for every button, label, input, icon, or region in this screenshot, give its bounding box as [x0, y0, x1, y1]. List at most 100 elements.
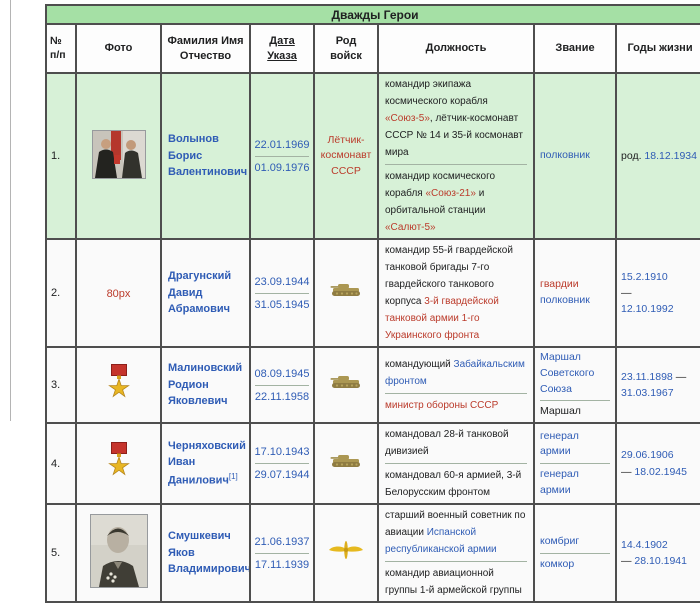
name-cell: Малиновский Родион Яковлевич	[160, 346, 251, 424]
row-number-cell: 3.	[45, 346, 77, 424]
decree-date-link[interactable]: 17.11.1939	[254, 558, 310, 571]
col-header-decree-date[interactable]: Дата Указа	[249, 23, 315, 74]
tank-icon	[330, 375, 362, 389]
entry: полковник	[540, 148, 610, 164]
person-name-link[interactable]: Борис	[168, 149, 203, 162]
rank-link[interactable]: Маршал Советского Союза	[540, 351, 595, 395]
branch-link[interactable]: Лётчик-космонавт СССР	[320, 134, 372, 177]
life-date-link[interactable]: 18.12.1934	[644, 149, 697, 162]
rank-link[interactable]: генерал армии	[540, 429, 579, 458]
twice-heroes-table: Дважды Герои № п/п Фото Фамилия Имя Отче…	[44, 4, 700, 603]
name-cell: Смушкевич Яков Владимирович	[160, 503, 251, 603]
tank-icon	[330, 283, 362, 297]
entry: род. 18.12.1934	[621, 148, 699, 164]
person-name-link[interactable]: Смушкевич	[168, 530, 231, 543]
name-cell: Черняховский Иван Данилович[1]	[160, 422, 251, 505]
rank-cell: полковник	[533, 72, 617, 240]
position-cell: командир экипажа космического корабля «С…	[377, 72, 535, 240]
text: командир авиационной группы 1-й армейско…	[385, 568, 522, 596]
person-name-link[interactable]: Валентинович	[168, 166, 248, 179]
years-cell: 15.2.1910 — 12.10.1992	[614, 238, 700, 348]
person-name-link[interactable]: Данилович[1]	[168, 471, 238, 487]
decree-date-link[interactable]: 21.06.1937	[254, 535, 310, 548]
person-name-link[interactable]: Малиновский	[168, 362, 243, 375]
table-title: Дважды Герои	[44, 4, 700, 25]
branch-cell	[313, 422, 379, 505]
text: и орбитальной станции	[385, 188, 486, 216]
person-name-link[interactable]: Давид	[168, 286, 203, 299]
table-row: 2. 80px Драгунский Давид Абрамович 23.09.1944…	[45, 238, 700, 348]
row-number-cell: 5.	[45, 503, 77, 603]
text: Маршал	[540, 405, 581, 418]
decree-date-link[interactable]: 08.09.1945	[254, 367, 310, 380]
rank-link[interactable]: комбриг	[540, 534, 580, 547]
entry: генерал армии	[540, 429, 610, 461]
position-link[interactable]: «Союз-5»	[385, 113, 430, 124]
table-row: 1. Волынов Борис Валентинович 22.01.1969 01.0…	[45, 72, 700, 240]
life-date-link[interactable]: 31.03.1967	[621, 387, 674, 399]
text: —	[621, 465, 635, 478]
photo-cell: 80px	[75, 238, 162, 348]
photo-cell	[75, 72, 162, 240]
decree-date-link[interactable]: 17.10.1943	[254, 446, 310, 458]
person-name-link[interactable]: Яковлевич	[168, 395, 228, 408]
decree-date-link[interactable]: 31.05.1945	[254, 298, 310, 311]
position-link[interactable]: «Салют-5»	[385, 222, 436, 233]
decree-date-link[interactable]: 23.09.1944	[254, 275, 310, 288]
table-row: 5. Смушкевич Яков Владимирович 21.06.1937 17.…	[45, 503, 700, 603]
rank-link[interactable]: комкор	[540, 557, 575, 570]
award-ceremony-photo	[91, 129, 146, 179]
decree-date-link[interactable]: 22.11.1958	[254, 390, 310, 403]
life-date-link[interactable]: 18.02.1945	[634, 465, 687, 478]
life-date-link[interactable]: 14.4.1902	[621, 538, 668, 551]
position-cell: командовал 28-й танковой дивизией командо…	[377, 422, 535, 505]
position-link[interactable]: министр обороны СССР	[385, 400, 499, 411]
life-date-link[interactable]: 23.11.1898	[621, 370, 673, 383]
col-header-branch: Род войск	[313, 23, 379, 74]
col-header-name: Фамилия Имя Отчество	[160, 23, 251, 74]
branch-cell	[313, 503, 379, 603]
person-name-link[interactable]: Черняховский	[168, 439, 246, 452]
position-link[interactable]: 3-й гвардейской танковой армии 1-го Укра…	[385, 296, 499, 341]
entry: комбриг	[540, 534, 610, 550]
life-date-link[interactable]: 12.10.1992	[621, 303, 674, 316]
date-divider	[255, 552, 309, 554]
entry: Маршал Советского Союза	[540, 350, 610, 397]
entry: 23.11.1898 — 31.03.1967	[621, 369, 699, 402]
rank-link[interactable]: полковник	[540, 149, 590, 162]
entry: командир 55-й гвардейской танковой брига…	[385, 242, 527, 344]
person-name-link[interactable]: Волынов	[168, 133, 219, 146]
winged-propeller-icon	[328, 539, 364, 561]
row-number-cell: 4.	[45, 422, 77, 505]
person-name-link[interactable]: Владимирович	[168, 563, 250, 576]
text: —	[621, 555, 635, 567]
text: командир 55-й гвардейской танковой брига…	[385, 245, 513, 307]
hero-star-medal-icon	[107, 442, 130, 480]
rank-link[interactable]: гвардии	[540, 278, 579, 291]
decree-date-link[interactable]: 22.01.1969	[254, 138, 310, 151]
person-name-link[interactable]: Иван	[168, 456, 196, 469]
footnote-ref-link[interactable]: [1]	[228, 471, 238, 481]
text: командир экипажа космического корабля	[385, 79, 488, 107]
person-name-link[interactable]: Яков	[168, 546, 195, 559]
date-divider	[255, 292, 309, 294]
entry: 15.2.1910 — 12.10.1992	[621, 269, 699, 318]
person-name-link[interactable]: Абрамович	[168, 303, 231, 316]
decree-date-link[interactable]: 29.07.1944	[254, 469, 310, 481]
life-date-link[interactable]: 15.2.1910	[621, 270, 668, 283]
position-link[interactable]: «Союз-21»	[425, 188, 476, 199]
life-date-link[interactable]: 28.10.1941	[634, 555, 687, 567]
missing-image-link[interactable]: 80px	[106, 288, 131, 300]
rank-link[interactable]: генерал армии	[540, 468, 579, 496]
person-name-link[interactable]: Драгунский	[168, 270, 232, 283]
entry-divider	[540, 463, 610, 464]
photo-cell	[75, 346, 162, 424]
rank-link[interactable]: полковник	[540, 294, 590, 306]
date-divider	[255, 155, 309, 157]
position-link[interactable]: Забайкальским фронтом	[385, 359, 525, 387]
person-name-link[interactable]: Родион	[168, 378, 209, 391]
decree-date-link[interactable]: 01.09.1976	[254, 161, 310, 174]
life-date-link[interactable]: 29.06.1906	[621, 449, 674, 462]
name-cell: Драгунский Давид Абрамович	[160, 238, 251, 348]
entry: старший военный советник по авиации Испа…	[385, 507, 527, 558]
